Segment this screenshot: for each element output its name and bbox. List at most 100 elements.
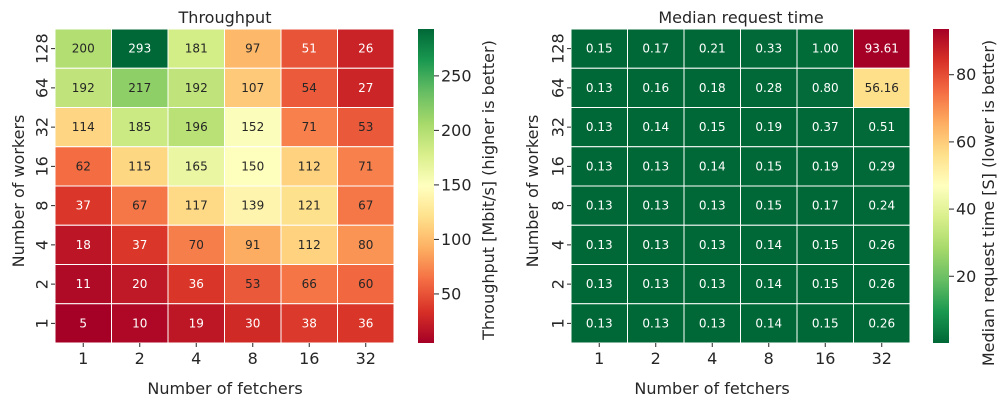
throughput-cell-label: 19 [189,316,204,330]
median-time-cell-label: 0.13 [699,199,726,213]
median-time-cell-label: 0.13 [586,238,613,252]
median-time-cell-label: 0.13 [642,316,669,330]
median-time-y-tick-label: 4 [549,240,568,250]
throughput-colorbar-tick-label: 50 [441,284,461,303]
median-time-cell-label: 0.14 [755,316,782,330]
throughput-cell-label: 293 [128,42,151,56]
throughput-cell-label: 67 [358,199,373,213]
median-time-cell-label: 0.13 [586,316,613,330]
throughput-cell [111,28,169,69]
median-time-cell-label: 0.13 [699,316,726,330]
median-time-cell [740,185,798,226]
throughput-cell-label: 112 [298,238,321,252]
median-time-cell-label: 0.15 [755,199,782,213]
median-time-cell-label: 0.14 [755,277,782,291]
throughput-cell [54,224,112,265]
median-time-cell [683,67,741,108]
throughput-y-tick-label: 4 [33,240,52,250]
median-time-cell-label: 0.37 [812,120,839,134]
median-time-cell-label: 0.13 [642,277,669,291]
throughput-cell [337,303,395,344]
throughput-y-tick-label: 2 [33,279,52,289]
throughput-x-axis-label: Number of fetchers [147,379,302,398]
throughput-cell [54,303,112,344]
throughput-cell-label: 91 [245,238,260,252]
median-time-cell [853,28,911,69]
throughput-cell-label: 37 [132,238,147,252]
median-time-panel: Median request time 0.15 0.17 0.21 0.33 1.00… [523,8,998,398]
median-time-colorbar: 20 40 60 80 [933,29,976,343]
median-time-cell-label: 0.15 [586,42,613,56]
throughput-cell [280,146,338,187]
throughput-cell [280,303,338,344]
median-time-cell [570,67,628,108]
median-time-cell-label: 0.19 [755,120,782,134]
throughput-cell [111,107,169,148]
median-time-colorbar-tick-label: 20 [956,267,976,286]
throughput-colorbar-tick-label: 100 [441,230,472,249]
throughput-cell-label: 53 [245,277,260,291]
throughput-cell-label: 71 [302,120,317,134]
median-time-colorbar-label: Median request time [S] (lower is better… [979,40,998,366]
throughput-cell-label: 27 [358,81,373,95]
median-time-cell [627,303,685,344]
throughput-cell [54,264,112,305]
median-time-cell-label: 1.00 [812,42,839,56]
median-time-cell-label: 0.13 [586,81,613,95]
median-time-x-ticks: 1 2 4 8 16 32 [594,343,892,368]
median-time-y-tick-label: 64 [549,78,568,98]
throughput-cell [337,264,395,305]
throughput-cell [224,303,282,344]
median-time-cell [683,146,741,187]
throughput-cell-label: 37 [76,199,91,213]
throughput-cell-label: 54 [302,81,317,95]
median-time-x-tick-label: 16 [815,349,835,368]
median-time-cell-label: 0.26 [868,277,895,291]
median-time-y-tick-label: 32 [549,117,568,137]
median-time-y-tick-label: 8 [549,201,568,211]
median-time-x-tick-label: 32 [872,349,892,368]
throughput-cell-label: 165 [185,159,208,173]
median-time-cell-label: 0.15 [755,159,782,173]
throughput-colorbar-tick-label: 250 [441,66,472,85]
median-time-x-tick-label: 8 [764,349,774,368]
median-time-cell-label: 0.13 [699,238,726,252]
throughput-cell [337,146,395,187]
throughput-cell [167,303,225,344]
throughput-cell-label: 192 [72,81,95,95]
throughput-cell-label: 51 [302,42,317,56]
throughput-y-tick-label: 128 [33,33,52,64]
throughput-colorbar: 50 100 150 200 250 [418,29,472,343]
median-time-cell-label: 0.80 [812,81,839,95]
throughput-cell-label: 26 [358,42,373,56]
median-time-cell-label: 0.15 [812,238,839,252]
median-time-cell [853,264,911,305]
throughput-x-tick-label: 1 [78,349,88,368]
throughput-cell-label: 53 [358,120,373,134]
median-time-cell-label: 0.17 [642,42,669,56]
throughput-cell-label: 139 [241,199,264,213]
median-time-cell [683,107,741,148]
throughput-cell-label: 71 [358,159,373,173]
throughput-cell [224,146,282,187]
median-time-cell [627,146,685,187]
median-time-colorbar-gradient [933,29,949,343]
throughput-cell-label: 60 [358,277,373,291]
throughput-cell [111,146,169,187]
throughput-x-tick-label: 32 [356,349,376,368]
median-time-cell [683,28,741,69]
throughput-cell [337,185,395,226]
median-time-y-ticks: 128 64 32 16 8 4 2 1 [549,33,571,328]
median-time-cell-label: 0.19 [812,159,839,173]
median-time-cell [796,264,854,305]
throughput-title: Throughput [178,8,272,27]
throughput-cell [224,185,282,226]
median-time-cell-label: 0.14 [642,120,669,134]
throughput-cell-label: 115 [128,159,151,173]
throughput-cell-label: 192 [185,81,208,95]
throughput-cell-label: 181 [185,42,208,56]
median-time-title: Median request time [658,8,823,27]
throughput-cell-label: 97 [245,42,260,56]
median-time-cell-label: 93.61 [865,42,899,56]
